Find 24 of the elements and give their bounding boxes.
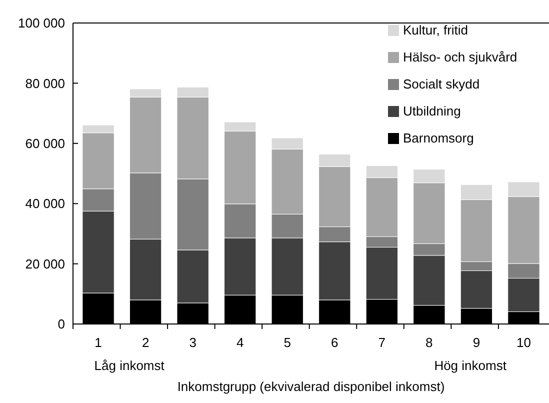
x-tick-label: 2 <box>142 335 150 350</box>
legend-label: Barnomsorg <box>403 130 474 146</box>
y-tick-label: 60 000 <box>25 136 65 151</box>
legend-label: Utbildning <box>403 104 461 119</box>
x-tick-label: 10 <box>516 335 531 350</box>
y-tick-label: 40 000 <box>25 196 65 212</box>
y-tick-label: 0 <box>58 316 65 332</box>
x-tick-label: 4 <box>236 335 244 350</box>
legend-label: Socialt skydd <box>403 76 480 92</box>
x-tick-label: 7 <box>378 335 386 350</box>
y-tick-label: 20 000 <box>25 256 65 272</box>
text: Hög inkomst <box>434 358 507 373</box>
x-tick-label: 1 <box>94 335 102 350</box>
legend-label: Hälso- och sjukvård <box>403 50 518 65</box>
y-tick-label: 100 000 <box>18 16 65 31</box>
x-tick-label: 5 <box>284 335 291 350</box>
x-tick-label: 3 <box>189 335 196 350</box>
y-tick-label: 80 000 <box>25 76 65 91</box>
x-axis-title: Inkomstgrupp (ekvivalerad disponibel inkomst) <box>177 379 445 394</box>
x-tick-label: 9 <box>472 335 480 350</box>
x-tick-label: 6 <box>331 335 338 350</box>
text: Låg inkomst <box>94 358 165 373</box>
x-tick-label: 8 <box>426 335 433 350</box>
legend-label: Kultur, fritid <box>403 22 468 38</box>
